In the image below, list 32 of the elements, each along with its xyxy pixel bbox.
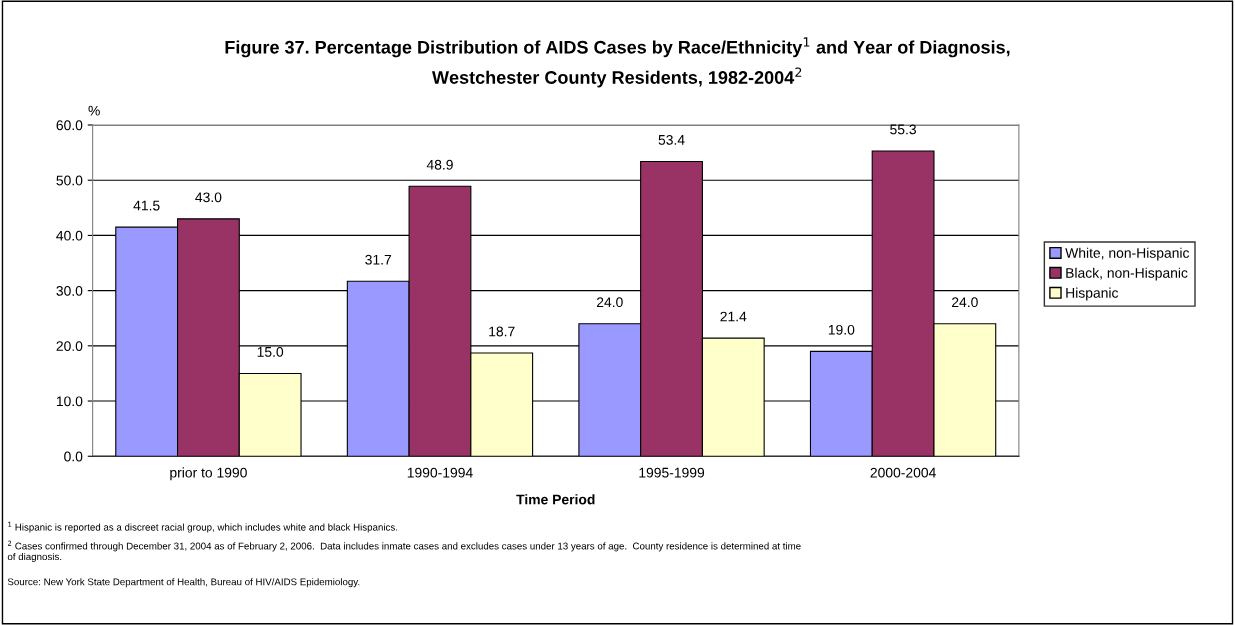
chart-title: Figure 37. Percentage Distribution of AIDS Cases by Race/Ethnicity$^{1}$ and Year of Diagnosis, Westchester County Residents, 1982-2004$^{2}$ [225, 37, 1010, 88]
data-label: 19.0 [828, 324, 855, 335]
text: $^{1}$ Hispanic is reported as a discreet racial group, which includes white and black Hispanics. [8, 521, 398, 533]
text: $^{2}$ Cases confirmed through December 31, 2004 as of February 2, 2006. Data includes inmate cases and excludes cases under 13 years of age. County residence is determined at time of diagnosis. [7, 540, 801, 562]
x-axis-title: Time Period [516, 494, 595, 505]
legend-label: Hispanic [1066, 287, 1119, 301]
x-tick-label: 1995-1999 [639, 467, 705, 478]
data-label: 55.3 [890, 124, 916, 135]
legend-label: Black, non-Hispanic [1066, 267, 1188, 281]
y-tick-label: 50.0 [56, 175, 83, 186]
data-label: 24.0 [952, 297, 978, 308]
data-label: 21.4 [720, 311, 747, 322]
data-label: 15.0 [257, 346, 284, 357]
data-label: 24.0 [596, 297, 623, 308]
data-label: 43.0 [195, 192, 222, 203]
y-axis-title: % [88, 105, 100, 116]
data-label: 18.7 [489, 326, 515, 337]
data-label: 31.7 [365, 254, 392, 265]
y-tick-label: 0.0 [64, 451, 83, 462]
source-note: Source: New York State Department of Health, Bureau of HIV/AIDS Epidemiology. [7, 578, 360, 588]
y-tick-label: 40.0 [56, 230, 83, 241]
x-tick-label: 2000-2004 [870, 467, 936, 478]
data-label: 53.4 [658, 134, 685, 145]
y-tick-label: 20.0 [56, 341, 83, 351]
y-tick-label: 60.0 [56, 120, 83, 131]
data-label: 41.5 [133, 200, 160, 211]
y-tick-label: 10.0 [56, 396, 83, 407]
legend-label: White, non-Hispanic [1065, 247, 1190, 261]
x-tick-label: 1990-1994 [407, 467, 473, 478]
data-label: 48.9 [426, 159, 453, 170]
x-tick-label: prior to 1990 [170, 467, 247, 481]
y-tick-label: 30.0 [56, 285, 83, 296]
